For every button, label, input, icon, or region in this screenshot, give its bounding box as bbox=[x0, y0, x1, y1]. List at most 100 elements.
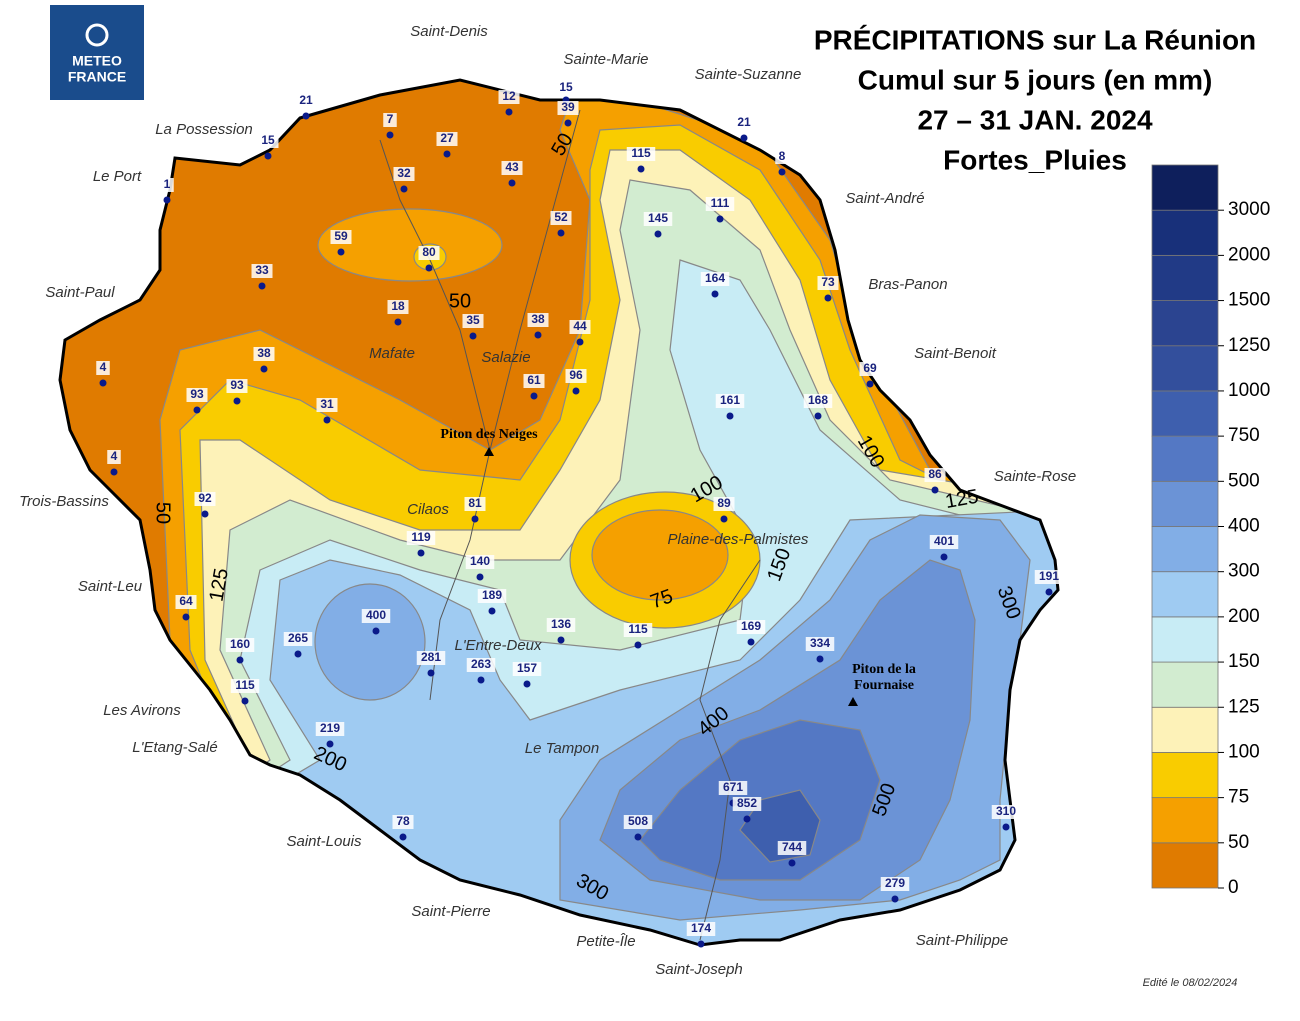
station-value: 852 bbox=[737, 796, 757, 810]
station-value: 4 bbox=[111, 449, 118, 463]
station-value: 38 bbox=[257, 346, 271, 360]
station-value: 69 bbox=[863, 361, 877, 375]
station-label-bg bbox=[550, 211, 572, 225]
station-value: 31 bbox=[320, 397, 334, 411]
station-dot bbox=[747, 638, 755, 646]
legend-swatch bbox=[1151, 164, 1219, 211]
legend-swatch bbox=[1151, 480, 1219, 527]
station-dot bbox=[294, 650, 302, 658]
station-label-bg bbox=[626, 147, 656, 161]
legend-label: 1000 bbox=[1228, 380, 1270, 401]
station-label-bg bbox=[924, 468, 946, 482]
station-value: 21 bbox=[737, 115, 751, 129]
station-value: 93 bbox=[190, 387, 204, 401]
station-dot bbox=[233, 397, 241, 405]
station-value: 160 bbox=[230, 637, 250, 651]
station-dot bbox=[323, 416, 331, 424]
station-value: 92 bbox=[198, 491, 212, 505]
station-label-bg bbox=[523, 374, 545, 388]
station-dot bbox=[814, 412, 822, 420]
station-dot bbox=[241, 697, 249, 705]
station-label-bg bbox=[501, 161, 523, 175]
station-label-bg bbox=[859, 362, 881, 376]
station-label-bg bbox=[466, 658, 496, 672]
station-dot bbox=[110, 468, 118, 476]
station-dot bbox=[182, 613, 190, 621]
place-name: Petite-Île bbox=[576, 933, 635, 950]
station-label-bg bbox=[512, 662, 542, 676]
station-value: 52 bbox=[554, 210, 568, 224]
station-value: 86 bbox=[928, 467, 942, 481]
peak-name: Fournaise bbox=[854, 678, 914, 693]
station-value: 32 bbox=[397, 166, 411, 180]
station-dot bbox=[637, 165, 645, 173]
station-dot bbox=[488, 607, 496, 615]
place-name: L'Etang-Salé bbox=[132, 739, 217, 756]
station-dot bbox=[726, 412, 734, 420]
place-name: Cilaos bbox=[407, 501, 449, 518]
station-value: 263 bbox=[471, 657, 491, 671]
legend-swatch bbox=[1151, 345, 1219, 392]
place-name: Saint-Louis bbox=[286, 833, 362, 850]
station-label-bg bbox=[705, 197, 735, 211]
station-value: 145 bbox=[648, 211, 668, 225]
station-dot bbox=[201, 510, 209, 518]
peak-name: Piton de la bbox=[852, 662, 916, 677]
station-dot bbox=[258, 282, 266, 290]
place-name: Saint-Joseph bbox=[655, 961, 743, 978]
legend-swatch bbox=[1151, 209, 1219, 256]
station-value: 281 bbox=[421, 650, 441, 664]
station-value: 39 bbox=[561, 100, 575, 114]
station-label-bg bbox=[226, 379, 248, 393]
station-dot bbox=[326, 740, 334, 748]
station-value: 1 bbox=[164, 177, 171, 191]
station-label-bg bbox=[477, 589, 507, 603]
station-value: 4 bbox=[100, 360, 107, 374]
station-value: 168 bbox=[808, 393, 828, 407]
place-name: Sainte-Suzanne bbox=[695, 66, 802, 83]
station-dot bbox=[740, 134, 748, 142]
station-dot bbox=[469, 332, 477, 340]
station-value: 191 bbox=[1039, 569, 1059, 583]
station-value: 96 bbox=[569, 368, 583, 382]
station-value: 18 bbox=[391, 299, 405, 313]
station-dot bbox=[236, 656, 244, 664]
place-name: Saint-André bbox=[845, 190, 924, 207]
station-dot bbox=[471, 515, 479, 523]
station-dot bbox=[564, 119, 572, 127]
station-dot bbox=[572, 387, 580, 395]
place-name: La Possession bbox=[155, 121, 253, 138]
station-value: 508 bbox=[628, 814, 648, 828]
station-value: 33 bbox=[255, 263, 269, 277]
logo: METEO FRANCE bbox=[50, 5, 144, 100]
station-label-bg bbox=[257, 134, 279, 148]
legend-swatch bbox=[1151, 254, 1219, 301]
station-dot bbox=[337, 248, 345, 256]
station-value: 89 bbox=[717, 496, 731, 510]
peak-marker bbox=[848, 697, 858, 706]
station-label-bg bbox=[315, 722, 345, 736]
station-label-bg bbox=[436, 132, 458, 146]
station-value: 81 bbox=[468, 496, 482, 510]
station-label-bg bbox=[186, 388, 208, 402]
legend-swatch bbox=[1151, 390, 1219, 437]
station-dot bbox=[816, 655, 824, 663]
station-value: 115 bbox=[628, 622, 648, 636]
station-label-bg bbox=[623, 815, 653, 829]
station-label-bg bbox=[330, 230, 352, 244]
station-value: 164 bbox=[705, 271, 725, 285]
station-value: 157 bbox=[517, 661, 537, 675]
station-value: 7 bbox=[387, 112, 394, 126]
station-label-bg bbox=[557, 101, 579, 115]
station-label-bg bbox=[929, 535, 959, 549]
edit-note: Edité le 08/02/2024 bbox=[1143, 977, 1238, 989]
station-label-bg bbox=[732, 797, 762, 811]
station-dot bbox=[530, 392, 538, 400]
station-dot bbox=[1002, 823, 1010, 831]
legend-label: 300 bbox=[1228, 561, 1260, 582]
legend-label: 400 bbox=[1228, 516, 1260, 537]
legend-swatch bbox=[1151, 797, 1219, 844]
title: Fortes_Pluies bbox=[943, 144, 1127, 175]
station-dot bbox=[940, 553, 948, 561]
station-label-bg bbox=[283, 632, 313, 646]
